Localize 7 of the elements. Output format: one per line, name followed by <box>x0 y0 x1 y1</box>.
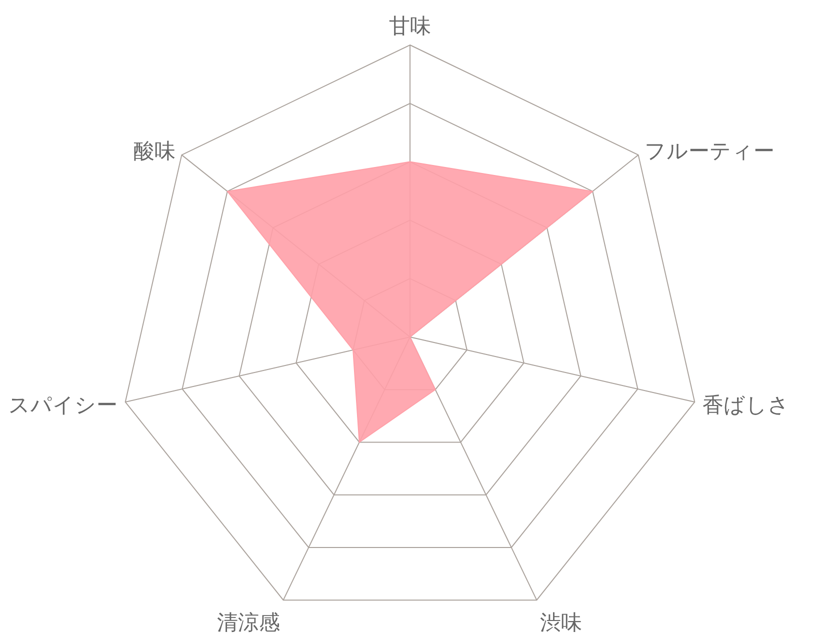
spoke-label: 清涼感 <box>216 610 280 634</box>
spoke-label: 酸味 <box>133 138 176 163</box>
spoke-label: 渋味 <box>540 610 582 634</box>
spoke-label: 甘味 <box>389 14 431 38</box>
spoke-label: 香ばしさ <box>702 392 790 417</box>
spoke-label: スパイシー <box>8 392 118 417</box>
spoke-label: フルーティー <box>644 138 775 163</box>
